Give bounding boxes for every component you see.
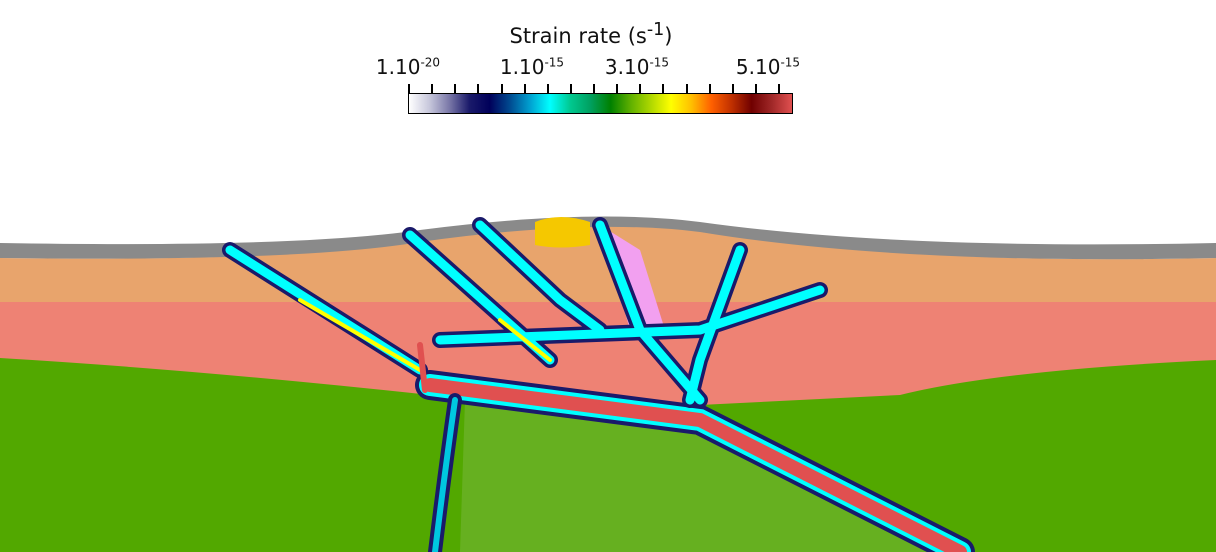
colorbar-title-end: ) [664,24,673,48]
shear-band-peak [498,318,552,362]
shear-band-core [685,245,745,405]
lower-crust [0,300,1216,405]
shear-band-core [475,220,605,335]
sediment [535,217,590,248]
vertical-shear-zone-core [432,397,458,552]
slab-mantle [460,400,960,552]
slab-shear-zone-hot [423,378,967,552]
shear-band-peak [298,298,422,372]
surface-layer [0,216,1216,260]
colorbar-title-exponent: -1 [646,20,665,40]
colorbar-title: Strain rate (s-1) [0,20,1182,48]
colorbar-label-3e-15: 3.10-15 [604,55,670,79]
colorbar [408,93,793,114]
colorbar-label-min: 1.10-20 [375,55,441,79]
shear-zones [222,217,975,552]
colorbar-title-text: Strain rate (s [509,24,647,48]
colorbar-label-5e-15: 5.10-15 [735,55,801,79]
shear-band-hot [417,342,428,393]
colorbar-label-1e-15: 1.10-15 [499,55,565,79]
shear-band-core [435,285,825,345]
